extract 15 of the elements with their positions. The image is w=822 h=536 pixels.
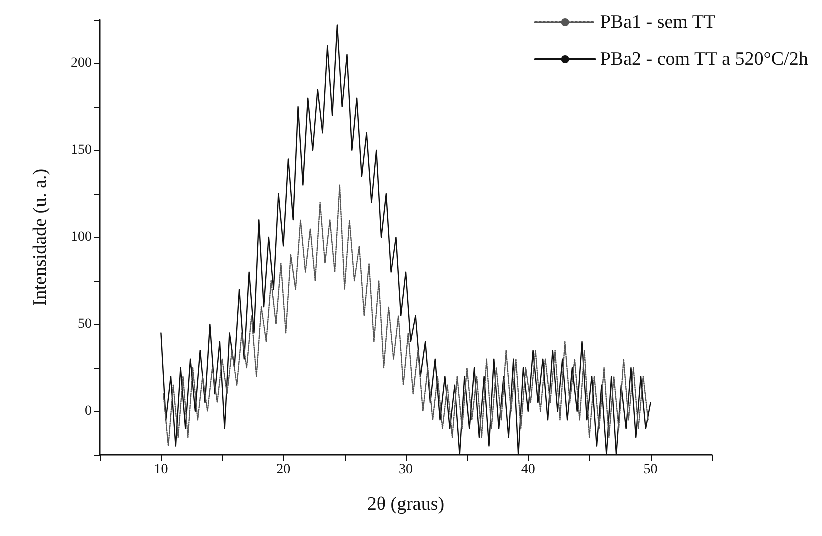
x-tick-label: 20: [276, 462, 291, 478]
y-tick-label: 200: [71, 56, 92, 71]
y-tick-label: 50: [78, 317, 92, 332]
legend-label: PBa1 - sem TT: [600, 12, 716, 33]
y-tick-label: 150: [71, 143, 92, 158]
x-tick-label: 10: [154, 462, 168, 478]
y-axis-title: Intensidade (u. a.): [30, 168, 51, 306]
x-tick-label: 30: [399, 462, 413, 478]
x-axis-title: 2θ (graus): [367, 494, 445, 515]
y-tick-label: 100: [71, 230, 92, 245]
x-tick-label: 50: [644, 462, 658, 478]
y-tick-label: 0: [85, 404, 92, 419]
line-series: [163, 184, 649, 447]
x-tick-label: 40: [521, 462, 536, 478]
legend-label: PBa2 - com TT a 520°C/2h: [600, 49, 809, 70]
